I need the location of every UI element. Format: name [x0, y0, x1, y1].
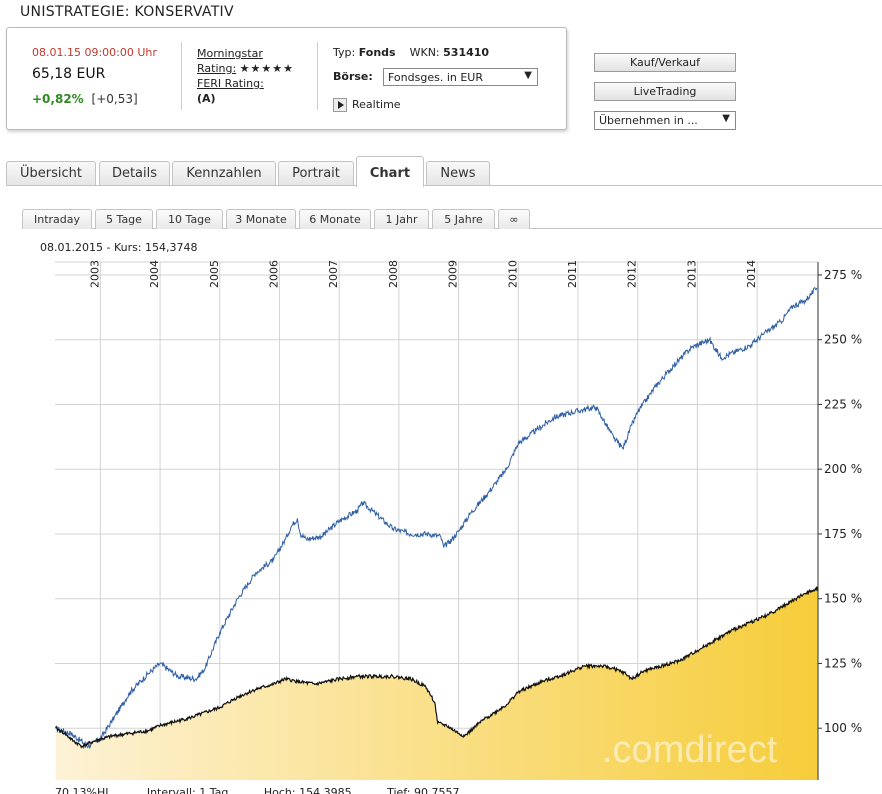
rating-block: Morningstar Rating: ★★★★★ FERI Rating: (…: [197, 46, 294, 106]
feri-rating-value: (A): [197, 92, 216, 105]
range-tab-5-jahre[interactable]: 5 Jahre: [432, 209, 495, 229]
y-tick-label: 100 %: [824, 721, 862, 735]
x-tick-label: 2009: [447, 260, 460, 288]
fund-area: [55, 586, 819, 780]
main-tabs: Übersicht Details Kennzahlen Portrait Ch…: [6, 156, 882, 187]
range-tabs: Intraday 5 Tage 10 Tage 3 Monate 6 Monat…: [22, 209, 882, 229]
range-tab-3-monate[interactable]: 3 Monate: [226, 209, 296, 229]
play-icon: [333, 98, 347, 112]
x-tick-label: 2004: [148, 260, 161, 288]
typ-value: Fonds: [358, 46, 396, 59]
performance-chart[interactable]: .comdirect 2003 2004 2005 2006 2007 2008 2009 2…: [0, 250, 882, 782]
boerse-select[interactable]: Fondsges. in EUR ▼: [383, 68, 538, 86]
x-tick-label: 2005: [208, 260, 221, 288]
footer-low: Tief: 90,7557: [387, 786, 460, 794]
buy-sell-button[interactable]: Kauf/Verkauf: [594, 53, 736, 72]
comdirect-watermark: .comdirect: [602, 729, 778, 771]
x-tick-label: 2013: [685, 260, 698, 288]
y-tick-label: 225 %: [824, 397, 862, 411]
x-tick-label: 2012: [626, 260, 639, 288]
range-tab-all[interactable]: ∞: [498, 209, 530, 229]
typ-label: Typ:: [333, 46, 356, 59]
tab-kennzahlen[interactable]: Kennzahlen: [172, 161, 276, 185]
tab-chart[interactable]: Chart: [356, 156, 424, 187]
boerse-select-value: Fondsges. in EUR: [388, 71, 483, 84]
rating-stars: ★★★★★: [239, 62, 294, 75]
dropdown-arrow-icon: ▼: [722, 113, 730, 124]
y-tick-label: 275 %: [824, 268, 862, 282]
fund-line: [55, 586, 819, 750]
range-tab-6-monate[interactable]: 6 Monate: [299, 209, 371, 229]
x-tick-label: 2006: [267, 260, 280, 288]
divider: [317, 42, 318, 110]
page-title: UNISTRATEGIE: KONSERVATIV: [20, 4, 234, 20]
y-tick-label: 175 %: [824, 527, 862, 541]
range-tab-intraday[interactable]: Intraday: [22, 209, 92, 229]
realtime-label: Realtime: [352, 98, 401, 111]
wkn-value: 531410: [443, 46, 490, 59]
footer-high: Hoch: 154,3985: [263, 786, 352, 794]
live-trading-button[interactable]: LiveTrading: [594, 82, 736, 101]
footer-interval: Intervall: 1 Tag: [146, 786, 229, 794]
x-tick-label: 2008: [387, 260, 400, 288]
realtime-toggle[interactable]: Realtime: [333, 98, 401, 112]
x-tick-label: 2011: [566, 260, 579, 288]
fund-info: Typ: Fonds WKN: 531410: [333, 46, 489, 59]
feri-rating-link[interactable]: FERI Rating:: [197, 77, 264, 90]
boerse-label: Börse:: [333, 70, 373, 83]
range-tab-5-tage[interactable]: 5 Tage: [95, 209, 153, 229]
take-over-select[interactable]: Übernehmen in ... ▼: [594, 111, 736, 130]
x-tick-label: 2003: [88, 260, 101, 288]
x-tick-label: 2010: [506, 260, 519, 288]
chart-cursor-info: 08.01.2015 - Kurs: 154,3748: [40, 241, 198, 254]
quote-change: +0,82% [+0,53]: [32, 92, 138, 106]
range-tab-10-tage[interactable]: 10 Tage: [156, 209, 223, 229]
tab-portrait[interactable]: Portrait: [278, 161, 354, 185]
x-axis-labels: 2003 2004 2005 2006 2007 2008 2009 2010 2011 2012…: [88, 260, 758, 288]
quote-box: 08.01.15 09:00:00 Uhr 65,18 EUR +0,82% […: [6, 27, 567, 130]
x-tick-label: 2014: [745, 260, 758, 288]
quote-datetime: 08.01.15 09:00:00 Uhr: [32, 46, 157, 59]
quote-price: 65,18 EUR: [32, 66, 106, 82]
range-tab-1-jahr[interactable]: 1 Jahr: [374, 209, 429, 229]
divider: [181, 42, 182, 110]
dropdown-arrow-icon: ▼: [524, 70, 532, 81]
chart-footer: 70,13%HL Intervall: 1 Tag Hoch: 154,3985…: [55, 786, 491, 794]
change-absolute: [+0,53]: [91, 92, 138, 106]
x-tick-label: 2007: [327, 260, 340, 288]
y-tick-label: 150 %: [824, 592, 862, 606]
benchmark-line: [55, 286, 818, 750]
take-over-value: Übernehmen in ...: [599, 114, 698, 127]
wkn-label: WKN:: [409, 46, 440, 59]
change-percent: +0,82%: [32, 92, 84, 106]
rating-link[interactable]: Rating:: [197, 62, 237, 75]
tab-uebersicht[interactable]: Übersicht: [6, 161, 96, 185]
y-tick-label: 125 %: [824, 656, 862, 670]
y-axis-labels: 100 % 125 % 150 % 175 % 200 % 225 % 250 % 275 %: [818, 268, 862, 735]
morningstar-link[interactable]: Morningstar: [197, 47, 263, 60]
tab-news[interactable]: News: [426, 161, 490, 185]
tab-details[interactable]: Details: [99, 161, 170, 185]
y-tick-label: 250 %: [824, 333, 862, 347]
footer-hl: 70,13%HL: [55, 786, 112, 794]
y-tick-label: 200 %: [824, 462, 862, 476]
